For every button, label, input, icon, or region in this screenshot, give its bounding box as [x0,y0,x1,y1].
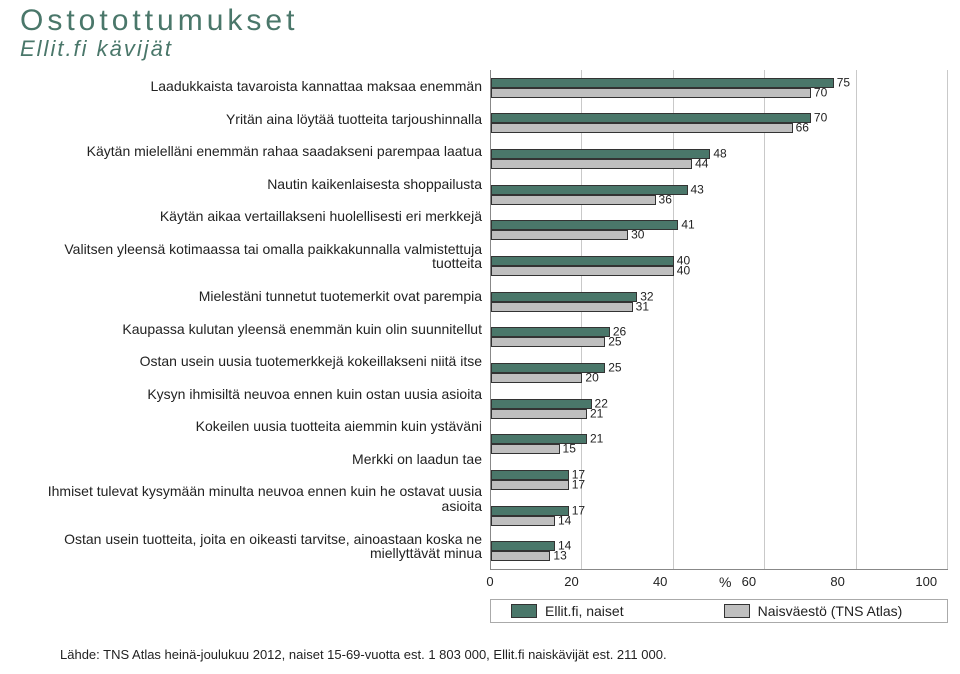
bar-value: 70 [810,85,827,99]
bars-container: 7570706648444336413040403231262525202221… [491,70,948,569]
category-label: Yritän aina löytää tuotteita tarjoushinn… [20,112,482,127]
bar: 20 [491,373,582,383]
bar-value: 66 [792,121,809,135]
legend-item-0: Ellit.fi, naiset [511,603,624,619]
category-label: Käytän mielelläni enemmän rahaa saadakse… [20,144,482,159]
bar-value: 41 [677,218,694,232]
bar: 70 [491,113,811,123]
bar-value: 13 [549,548,566,562]
legend-label-0: Ellit.fi, naiset [545,603,624,619]
source-footer: Lähde: TNS Atlas heinä-joulukuu 2012, na… [60,647,667,662]
category-label: Kokeilen uusia tuotteita aiemmin kuin ys… [20,419,482,434]
bar-pair: 25 20 [491,363,948,383]
page-subtitle: Ellit.fi kävijät [20,36,948,62]
category-label: Nautin kaikenlaisesta shoppailusta [20,177,482,192]
bar: 17 [491,480,569,490]
bar-value: 48 [709,146,726,160]
bar: 21 [491,409,587,419]
legend-item-1: Naisväestö (TNS Atlas) [724,603,903,619]
bar: 14 [491,541,555,551]
bar-pair: 21 15 [491,434,948,454]
category-label: Kysyn ihmisiltä neuvoa ennen kuin ostan … [20,387,482,402]
bar-value: 25 [604,335,621,349]
bar: 75 [491,78,834,88]
x-tick: 40 [653,574,667,589]
category-label: Valitsen yleensä kotimaassa tai omalla p… [20,242,482,271]
x-tick: 20 [564,574,578,589]
category-label: Merkki on laadun tae [20,452,482,467]
bar-value: 20 [581,370,598,384]
bar-pair: 1714 [491,506,948,526]
bar: 25 [491,337,605,347]
x-tick: 100 [915,574,937,589]
bar-value: 75 [833,75,850,89]
legend-swatch-1 [724,604,750,618]
bar-pair: 4040 [491,256,948,276]
x-tick: 60 [742,574,756,589]
bar-pair: 1413 [491,541,948,561]
category-labels: Laadukkaista tavaroista kannattaa maksaa… [20,70,490,570]
category-label: Ihmiset tulevat kysymään minulta neuvoa … [20,484,482,513]
legend-label-1: Naisväestö (TNS Atlas) [758,603,903,619]
bar-pair: 7570 [491,78,948,98]
bar: 44 [491,159,692,169]
bar-value: 70 [810,111,827,125]
page-title: Ostotottumukset [20,4,948,38]
bar-value: 43 [687,182,704,196]
bar-value: 21 [586,432,603,446]
bar-value: 21 [586,406,603,420]
bar: 40 [491,256,674,266]
bar: 70 [491,88,811,98]
bar-pair: 4130 [491,220,948,240]
bar: 41 [491,220,678,230]
legend-swatch-0 [511,604,537,618]
bar: 36 [491,195,656,205]
plot-area: Laadukkaista tavaroista kannattaa maksaa… [20,70,948,570]
bar-chart: Laadukkaista tavaroista kannattaa maksaa… [20,70,948,623]
grid: 7570706648444336413040403231262525202221… [490,70,948,570]
bar-pair: 43 36 [491,185,948,205]
bar-pair: 1717 [491,470,948,490]
x-tick: 0 [486,574,493,589]
bar-pair: 3231 [491,292,948,312]
bar: 26 [491,327,610,337]
legend: Ellit.fi, naiset Naisväestö (TNS Atlas) [490,599,948,623]
x-axis-unit: % [719,574,731,590]
bar: 14 [491,516,555,526]
bar: 66 [491,123,793,133]
bar-pair: 7066 [491,113,948,133]
bar: 40 [491,266,674,276]
bar-value: 36 [655,192,672,206]
category-label: Mielestäni tunnetut tuotemerkit ovat par… [20,289,482,304]
bar-pair: 2221 [491,399,948,419]
bar-value: 40 [673,263,690,277]
bar: 15 [491,444,560,454]
category-label: Käytän aikaa vertaillakseni huolellisest… [20,209,482,224]
bar-value: 31 [632,299,649,313]
bar-value: 44 [691,156,708,170]
bar-value: 15 [559,442,576,456]
x-axis: 020406080100% [490,574,948,589]
category-label: Laadukkaista tavaroista kannattaa maksaa… [20,79,482,94]
bar-pair: 4844 [491,149,948,169]
bar: 31 [491,302,633,312]
category-label: Ostan usein uusia tuotemerkkejä kokeilla… [20,354,482,369]
bar-value: 30 [627,228,644,242]
bar: 32 [491,292,637,302]
bar-value: 17 [568,477,585,491]
category-label: Ostan usein tuotteita, joita en oikeasti… [20,532,482,561]
category-label: Kaupassa kulutan yleensä enemmän kuin ol… [20,322,482,337]
bar-value: 25 [604,360,621,374]
bar: 30 [491,230,628,240]
bar: 48 [491,149,710,159]
bar-value: 14 [554,513,571,527]
slide: Ostotottumukset Ellit.fi kävijät Laadukk… [0,0,960,674]
bar: 13 [491,551,550,561]
bar-pair: 2625 [491,327,948,347]
bar: 22 [491,399,592,409]
bar: 17 [491,470,569,480]
x-tick: 80 [830,574,844,589]
